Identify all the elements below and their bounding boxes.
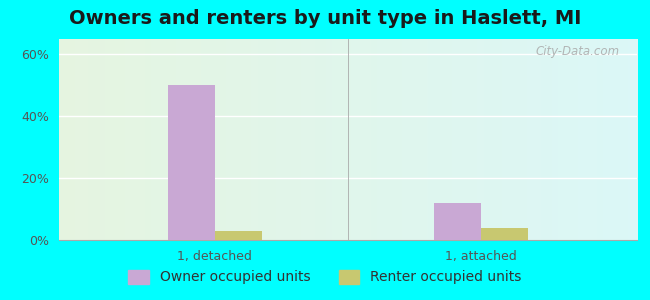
Bar (434, 203, 480, 240)
Text: Owners and renters by unit type in Haslett, MI: Owners and renters by unit type in Hasle… (69, 9, 581, 28)
Text: City-Data.com: City-Data.com (536, 45, 619, 58)
Bar (215, 231, 262, 240)
Bar (480, 228, 528, 240)
Bar (168, 85, 215, 240)
Legend: Owner occupied units, Renter occupied units: Owner occupied units, Renter occupied un… (123, 264, 527, 290)
